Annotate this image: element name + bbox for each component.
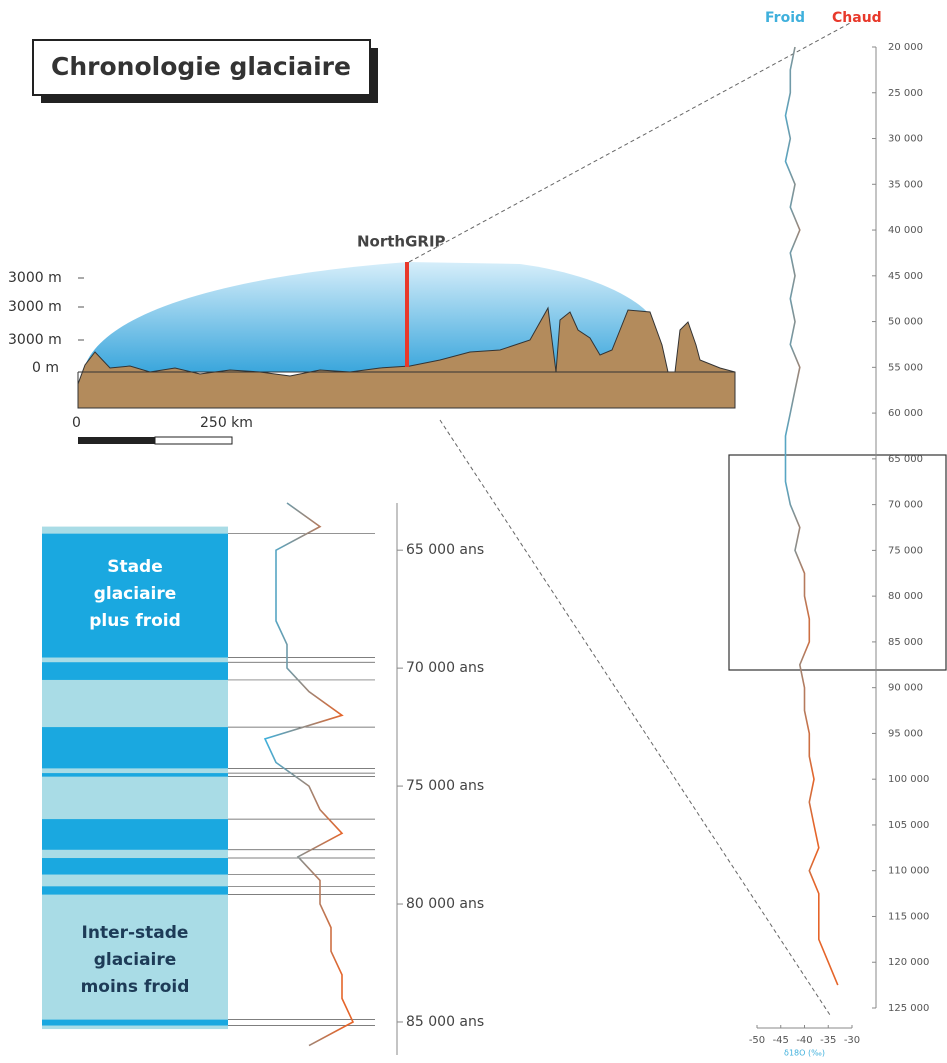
x-tick-label: -40 (796, 1035, 812, 1046)
stadial-band (42, 886, 228, 895)
site-label: NorthGRIP (357, 233, 446, 251)
stadial-band (42, 1019, 228, 1026)
height-label: 3000 m (8, 270, 62, 286)
stadial-label: glaciaire (94, 584, 177, 604)
y-tick-label: 75 000 (888, 545, 923, 556)
y-tick-label: 125 000 (888, 1003, 929, 1014)
x-axis-label: δ18O (‰) (784, 1049, 825, 1058)
y-tick-label: 90 000 (888, 683, 923, 694)
height-label: 3000 m (8, 299, 62, 315)
height-label: 3000 m (8, 332, 62, 348)
y-tick-label: 95 000 (888, 728, 923, 739)
x-tick-label: -35 (820, 1035, 836, 1046)
y-tick-label: 115 000 (888, 911, 929, 922)
isotope-curve (784, 46, 839, 986)
stadial-label: Stade (107, 557, 163, 577)
scale-label: 0 (72, 415, 81, 431)
y-tick-label: 45 000 (888, 271, 923, 282)
stadial-band (42, 727, 228, 769)
scale-bar (154, 436, 233, 445)
y-tick-label: 80 000 ans (406, 896, 484, 912)
y-tick-label: 105 000 (888, 820, 929, 831)
y-tick-label: 70 000 ans (406, 660, 484, 676)
stadial-band (42, 662, 228, 680)
scale-label: 250 km (200, 415, 253, 431)
y-tick-label: 100 000 (888, 774, 929, 785)
y-tick-label: 35 000 (888, 179, 923, 190)
interstadial-label: glaciaire (94, 950, 177, 970)
core-chart: 20 000 25 000 30 000 35 000 40 000 45 000 50 0… (749, 10, 930, 1058)
y-tick-label: 75 000 ans (406, 778, 484, 794)
stadial-band (42, 533, 228, 658)
title-box (32, 39, 371, 96)
connector (408, 21, 853, 263)
detail-chart: Stade glaciaire plus froid Inter-stade glaci… (42, 502, 484, 1055)
y-tick-label: 80 000 (888, 591, 923, 602)
interstadial-label: moins froid (81, 977, 190, 997)
interstadial-label: Inter-stade (82, 923, 189, 943)
y-tick-label: 20 000 (888, 42, 923, 53)
y-tick-label: 65 000 (888, 454, 923, 465)
stadial-band (42, 773, 228, 777)
legend-entry: Chaud (832, 10, 882, 26)
legend-entry: Froid (765, 10, 805, 26)
stadial-band (42, 858, 228, 875)
x-tick-label: -45 (773, 1035, 789, 1046)
y-tick-label: 110 000 (888, 866, 929, 877)
y-tick-label: 85 000 ans (406, 1014, 484, 1030)
y-tick-label: 85 000 (888, 637, 923, 648)
y-tick-label: 120 000 (888, 957, 929, 968)
x-tick-label: -50 (749, 1035, 765, 1046)
y-tick-label: 70 000 (888, 500, 923, 511)
core-site (405, 262, 409, 367)
stadial-band (42, 819, 228, 850)
isotope-curve (263, 502, 355, 1047)
y-tick-label: 40 000 (888, 225, 923, 236)
y-tick-label: 60 000 (888, 408, 923, 419)
y-tick-label: 25 000 (888, 88, 923, 99)
x-tick-label: -30 (844, 1035, 860, 1046)
stadial-label: plus froid (89, 611, 181, 631)
y-tick-label: 55 000 (888, 362, 923, 373)
y-tick-label: 65 000 ans (406, 542, 484, 558)
y-tick-label: 30 000 (888, 134, 923, 145)
scale-bar (78, 437, 155, 444)
connector (439, 419, 831, 1016)
height-label: 0 m (32, 360, 59, 376)
y-tick-label: 50 000 (888, 317, 923, 328)
ice-sheet (83, 262, 650, 372)
title: Chronologie glaciaire (51, 52, 351, 81)
zoom-frame (728, 454, 947, 671)
